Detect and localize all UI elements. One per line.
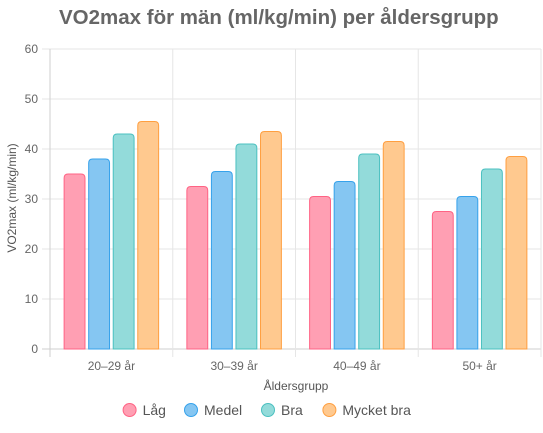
bar[interactable] [112,133,135,350]
bar[interactable] [63,173,86,350]
bar[interactable] [186,186,209,350]
x-axis-title: Åldersgrupp [264,378,329,393]
legend-item[interactable]: Mycket bra [322,402,411,418]
bar[interactable] [505,156,528,350]
y-tick-label: 10 [25,292,39,306]
bar[interactable] [88,158,111,350]
legend-item[interactable]: Bra [261,402,304,418]
chart-title: VO2max för män (ml/kg/min) per åldersgru… [59,6,499,29]
bar[interactable] [358,153,381,350]
x-tick-label: 40–49 år [333,359,380,373]
legend-swatch [322,403,337,417]
bar[interactable] [456,196,479,350]
legend-swatch [261,403,275,417]
y-tick-label: 30 [25,192,39,206]
y-tick-label: 50 [25,92,39,106]
legend-swatch [122,403,137,417]
legend-label: Låg [143,402,166,418]
ticks-layer: 0 10 20 30 40 50 60 20–29 år 30–39 år 40–49 år 50+… [25,42,497,373]
x-tick-label: 50+ år [462,359,496,373]
legend-item[interactable]: Medel [184,402,243,418]
bar[interactable] [210,171,233,350]
x-tick-label: 20–29 år [88,359,135,373]
bar[interactable] [309,196,331,350]
y-tick-label: 20 [25,242,39,256]
bar[interactable] [235,143,258,350]
legend-label: Mycket bra [342,402,411,418]
bar[interactable] [480,168,503,350]
bar[interactable] [260,131,282,350]
y-tick-label: 60 [25,42,39,56]
x-tick-label: 30–39 år [210,359,257,373]
y-tick-label: 0 [31,342,38,356]
bar[interactable] [382,141,405,350]
legend: Låg Medel Bra Mycket bra [122,402,411,418]
y-axis-title: VO2max (ml/kg/min) [5,143,19,252]
legend-label: Bra [281,402,303,418]
legend-label: Medel [204,402,242,418]
legend-swatch [184,403,198,417]
bars-layer [63,121,528,350]
bar[interactable] [137,121,160,350]
bar[interactable] [333,181,356,350]
y-tick-label: 40 [25,142,39,156]
legend-item[interactable]: Låg [122,402,166,418]
bar[interactable] [431,211,454,350]
